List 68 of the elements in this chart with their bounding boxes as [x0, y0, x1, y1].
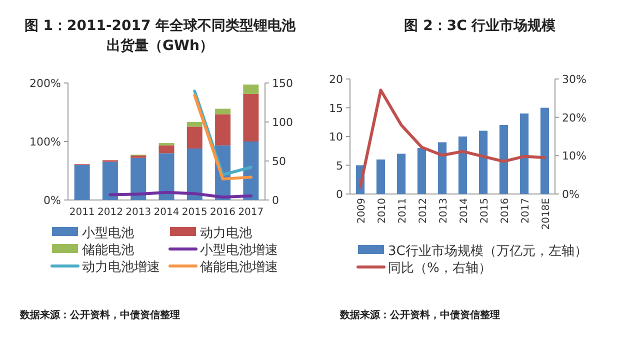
y2-tick-label: 150 [272, 77, 293, 90]
y-tick-label: 20 [329, 73, 343, 86]
y2-tick-label: 10% [562, 150, 586, 163]
x-tick-label: 2016 [210, 207, 236, 218]
x-tick-label: 2015 [479, 198, 490, 224]
bar [499, 125, 508, 194]
x-tick-label: 2013 [438, 198, 450, 224]
bar [102, 162, 118, 200]
bar [186, 148, 202, 200]
x-tick-label: 2015 [182, 207, 208, 218]
bar [243, 142, 259, 200]
chart-title: 图 2：3C 行业市场规模 [404, 17, 557, 34]
x-tick-label: 2014 [154, 207, 180, 218]
bar [215, 108, 231, 114]
y2-tick-label: 0 [272, 194, 279, 207]
bar [130, 158, 146, 200]
legend-label: 同比（%，右轴） [388, 261, 492, 276]
y-tick-label: 0% [44, 194, 61, 207]
y-tick-label: 10 [329, 130, 343, 144]
bar [186, 126, 202, 149]
legend-label: 小型电池增速 [200, 243, 278, 258]
legend-label: 动力电池 [200, 226, 252, 241]
bar [186, 122, 202, 127]
bar [158, 145, 174, 154]
bar [520, 114, 529, 194]
bar [478, 130, 488, 194]
y2-tick-label: 50 [272, 155, 286, 168]
x-tick-label: 2016 [500, 198, 511, 224]
x-tick-label: 2011 [397, 198, 408, 224]
bar [243, 94, 259, 142]
y-tick-label: 5 [336, 159, 343, 172]
legend-label: 3C行业市场规模（万亿元，左轴） [388, 244, 588, 259]
source-note: 数据来源：公开资料，中债资信整理 [19, 309, 180, 321]
line-series [358, 88, 546, 189]
y2-tick-label: 100 [272, 116, 293, 129]
y2-tick-label: 0% [562, 188, 580, 201]
legend-label: 动力电池增速 [82, 260, 160, 275]
x-tick-label: 2017 [520, 198, 532, 224]
x-tick-label: 2012 [418, 198, 429, 224]
x-tick-label: 2013 [126, 207, 152, 218]
source-note: 数据来源：公开资料，中债资信整理 [339, 309, 500, 321]
bar [396, 154, 406, 194]
bar [438, 142, 447, 194]
y-tick-label: 100% [30, 136, 61, 148]
legend-label: 储能电池 [82, 243, 134, 258]
y-tick-label: 200% [30, 77, 61, 90]
bar [417, 148, 426, 194]
bar [540, 108, 550, 194]
bar [376, 160, 386, 194]
x-tick-label: 2017 [238, 207, 264, 218]
y-tick-label: 15 [329, 102, 343, 115]
bar [458, 136, 468, 194]
bar [158, 153, 174, 200]
chart-title: 图 1：2011-2017 年全球不同类型锂电池出货量（GWh） [24, 18, 297, 54]
bar [215, 114, 231, 146]
y2-tick-label: 30% [562, 73, 586, 86]
x-tick-label: 2012 [97, 207, 123, 218]
bar [243, 84, 259, 94]
y2-tick-label: 20% [562, 111, 586, 124]
legend-label: 小型电池 [82, 226, 134, 241]
x-tick-label: 2010 [376, 198, 388, 224]
x-tick-label: 2009 [356, 198, 368, 224]
x-tick-label: 2018E [540, 198, 552, 230]
x-tick-label: 2014 [458, 198, 470, 224]
legend-label: 储能电池增速 [200, 260, 278, 275]
bar [74, 164, 90, 200]
y-tick-label: 0 [336, 188, 343, 201]
x-tick-label: 2011 [69, 207, 95, 218]
